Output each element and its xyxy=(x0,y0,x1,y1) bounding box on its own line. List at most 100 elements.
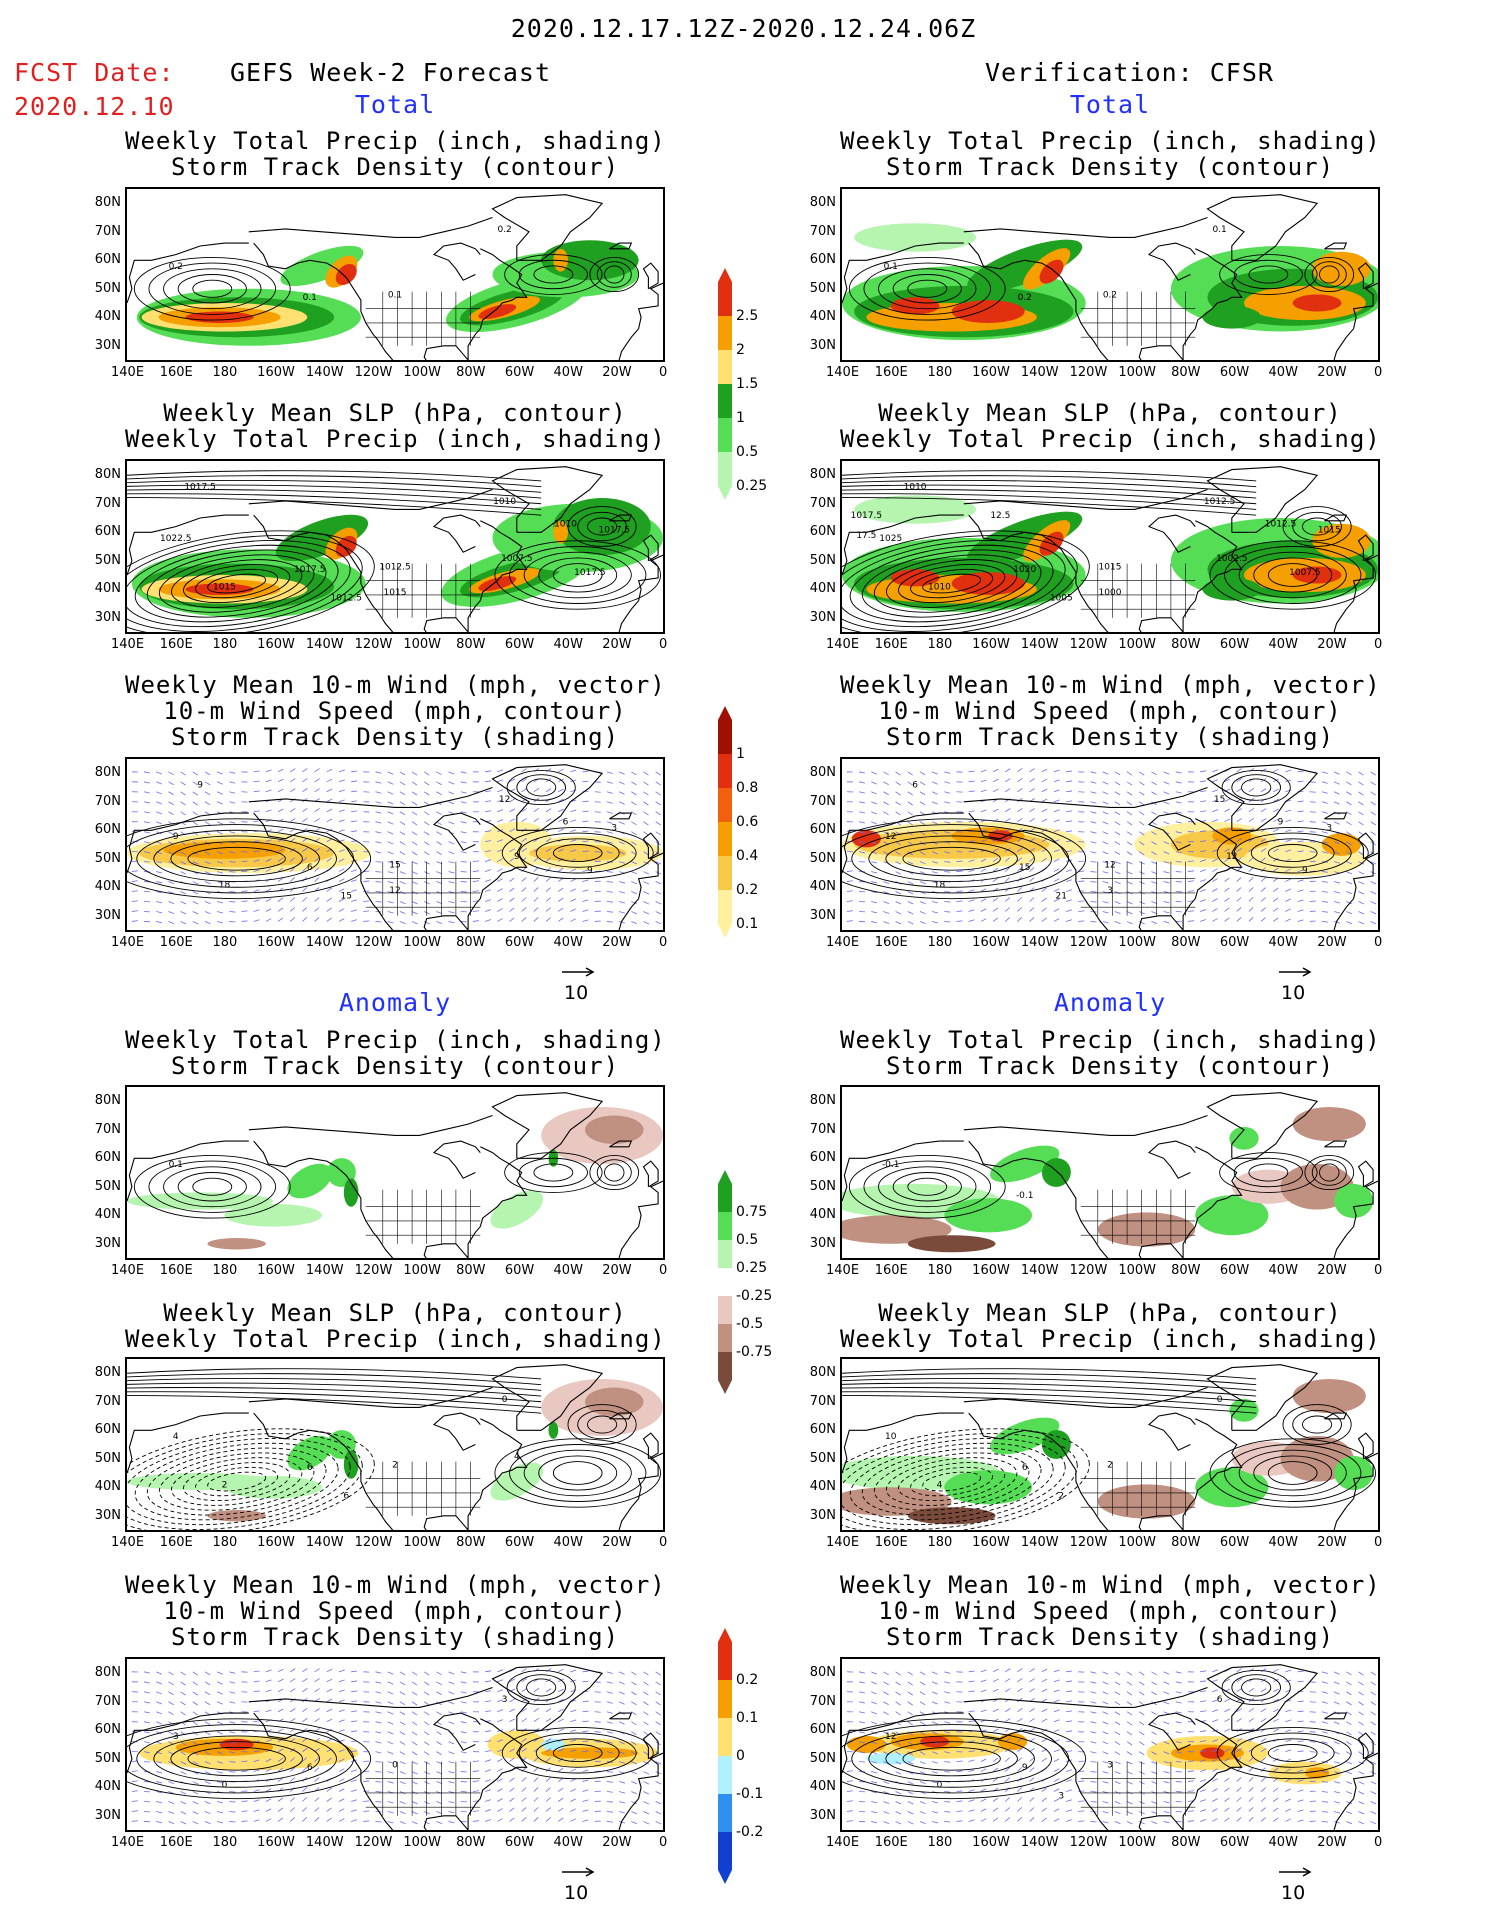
lat-tick-label: 30N xyxy=(94,1235,121,1251)
lat-tick-label: 40N xyxy=(94,309,121,325)
lon-tick-label: 140W xyxy=(1020,1535,1059,1550)
contour-label: 17.5 xyxy=(856,531,876,541)
colorbar-segment xyxy=(718,1352,732,1380)
lon-tick-label: 80W xyxy=(1171,1835,1201,1850)
state-borders xyxy=(365,1189,481,1244)
lon-tick-label: 20W xyxy=(602,1263,632,1278)
contour-label: 0.1 xyxy=(303,293,317,303)
lon-tick-label: 180 xyxy=(212,1835,238,1850)
contour-label: 12 xyxy=(885,1732,896,1742)
lat-tick-label: 80N xyxy=(94,1365,121,1381)
contour-label: 1002.5 xyxy=(1216,554,1248,564)
colorbar-label: 0.25 xyxy=(736,1260,768,1276)
field-shading xyxy=(1212,827,1252,845)
contour-label: 1012.5 xyxy=(1265,520,1297,530)
lon-tick-label: 140E xyxy=(111,935,145,950)
p4-title: Weekly Mean SLP (hPa, contour) Weekly Tot… xyxy=(840,399,1381,453)
lat-tick-label: 30N xyxy=(94,609,121,625)
contour-label: 1005 xyxy=(1050,594,1073,604)
lon-tick-label: 140W xyxy=(305,637,344,652)
field-shading xyxy=(335,263,357,286)
colorbar-segment xyxy=(718,856,732,890)
field-shading xyxy=(1292,294,1342,312)
lon-tick-label: 140W xyxy=(1020,1263,1059,1278)
lon-tick-label: 80W xyxy=(456,935,486,950)
right-column-title: Verification: CFSR xyxy=(985,58,1274,87)
map-panel-cfsr-precip-anomaly: -0.1 -0.1 xyxy=(840,1085,1380,1260)
contour-label: 1010 xyxy=(928,582,951,592)
colorbar-precip-anomaly: 0.75 0.5 0.25 -0.25 -0.5 -0.75 xyxy=(718,1170,798,1400)
field-shading xyxy=(207,1238,266,1250)
coastlines xyxy=(842,466,1378,632)
contour-label: 1010 xyxy=(904,483,927,493)
field-shading xyxy=(944,1198,1033,1233)
colorbar-segment xyxy=(718,1718,732,1756)
contour-label: 0.2 xyxy=(497,225,511,235)
p5-title: Weekly Mean 10-m Wind (mph, vector) 10-m … xyxy=(125,671,666,751)
colorbar-svg xyxy=(718,706,732,938)
lat-tick-label: 50N xyxy=(94,280,121,296)
lat-tick-label: 30N xyxy=(809,609,836,625)
lon-tick-label: 140E xyxy=(111,1263,145,1278)
lat-tick-label: 80N xyxy=(94,1093,121,1109)
colorbar-segment xyxy=(718,452,732,486)
lat-tick-label: 50N xyxy=(809,280,836,296)
field-shading xyxy=(1229,1398,1259,1422)
field-shading xyxy=(866,1753,916,1765)
lat-tick-label: 80N xyxy=(809,467,836,483)
contour-label: 2 xyxy=(222,1480,228,1490)
colorbar-segment xyxy=(718,754,732,788)
left-column-title: GEFS Week-2 Forecast xyxy=(230,58,552,87)
lat-tick-label: 60N xyxy=(809,1422,836,1438)
lon-tick-label: 160W xyxy=(972,935,1010,950)
lon-tick-label: 160W xyxy=(257,1535,295,1550)
contour-label: 6 xyxy=(307,1763,313,1773)
contour-label: 3 xyxy=(611,823,617,833)
state-borders xyxy=(365,291,481,346)
lon-tick-label: 160E xyxy=(874,365,908,380)
contour-label: 1012.5 xyxy=(331,594,363,604)
lat-tick-label: 50N xyxy=(94,1178,121,1194)
contour-label: 12 xyxy=(389,886,400,896)
left-anomaly-label: Anomaly xyxy=(338,988,452,1017)
map-panel-gefs-slp-anomaly: 4 6 2 0 2 6 4 xyxy=(125,1357,665,1532)
lon-tick-label: 160E xyxy=(159,637,193,652)
colorbar-label: -0.2 xyxy=(736,1824,764,1840)
arrow-right-icon xyxy=(562,967,595,977)
lon-tick-label: 80W xyxy=(456,1535,486,1550)
lon-tick-label: 60W xyxy=(1219,1835,1250,1850)
lon-tick-label: 140W xyxy=(305,1535,344,1550)
lat-tick-label: 60N xyxy=(94,252,121,268)
arrow-right-icon xyxy=(1279,1867,1312,1877)
lon-tick-label: 100W xyxy=(403,637,442,652)
lon-tick-label: 0 xyxy=(659,1263,668,1278)
p6-title: Weekly Mean 10-m Wind (mph, vector) 10-m … xyxy=(840,671,1381,751)
map-canvas: -0.1 -0.1 xyxy=(842,1092,1378,1258)
fcst-date-value: 2020.12.10 xyxy=(14,92,175,121)
field-shading xyxy=(944,1470,1033,1505)
map-panel-cfsr-slp-anomaly: 10 6 2 0 4 2 xyxy=(840,1357,1380,1532)
lon-tick-label: 120W xyxy=(354,1835,393,1850)
field-shading xyxy=(842,1487,952,1516)
lon-tick-label: 20W xyxy=(1317,935,1347,950)
contour-label: 4 xyxy=(514,1452,520,1462)
lat-tick-label: 30N xyxy=(809,1235,836,1251)
lon-tick-label: 20W xyxy=(1317,365,1347,380)
field-shading xyxy=(585,1387,644,1416)
lat-tick-label: 70N xyxy=(94,495,121,511)
p11-title: Weekly Mean 10-m Wind (mph, vector) 10-m … xyxy=(125,1571,666,1651)
lat-tick-label: 70N xyxy=(809,223,836,239)
colorbar-storm-anomaly: 0.2 0.1 0 -0.1 -0.2 xyxy=(718,1628,798,1890)
contour-label: 6 xyxy=(563,818,569,828)
lon-tick-label: 80W xyxy=(1171,637,1201,652)
contour-label: 1000 xyxy=(1099,588,1122,598)
lon-tick-label: 80W xyxy=(456,1835,486,1850)
contour-label: 0.1 xyxy=(169,1160,183,1170)
field-shading xyxy=(1200,1747,1225,1759)
lon-tick-label: 160E xyxy=(874,1263,908,1278)
lat-tick-label: 60N xyxy=(94,1150,121,1166)
contour-label: 1022.5 xyxy=(160,534,192,544)
colorbar-segment xyxy=(718,1756,732,1794)
lat-tick-label: 80N xyxy=(809,1365,836,1381)
field-shading xyxy=(553,520,568,544)
